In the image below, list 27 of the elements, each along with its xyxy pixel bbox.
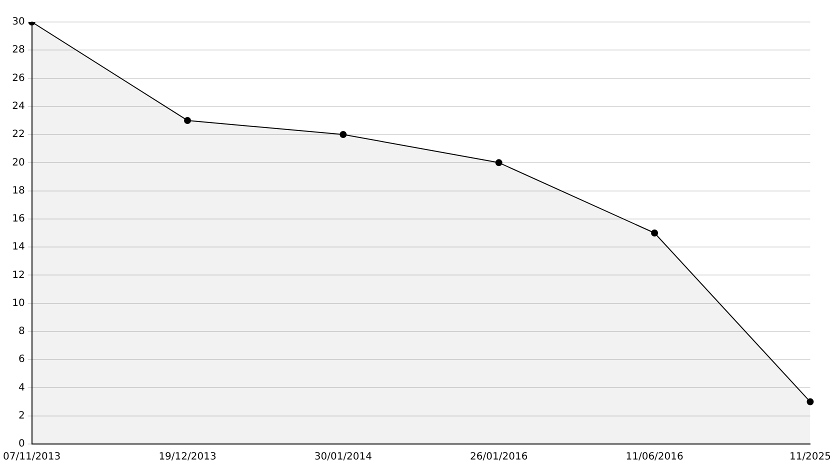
y-tick-label: 16 [12, 214, 25, 225]
y-tick-label: 22 [12, 129, 25, 140]
x-tick-label: 26/01/2016 [470, 452, 528, 463]
y-tick-label: 28 [12, 44, 25, 56]
y-tick-label: 24 [12, 100, 25, 112]
y-tick-label: 12 [12, 270, 25, 281]
y-tick-label: 4 [18, 382, 25, 394]
point [495, 159, 502, 166]
point [651, 230, 658, 236]
x-tick-label: 11/2025 [789, 452, 831, 463]
x-tick-label: 19/12/2013 [158, 452, 216, 463]
point [184, 116, 191, 124]
y-tick-label: 14 [12, 242, 25, 253]
y-tick-label: 10 [12, 298, 25, 309]
y-tick-label: 6 [18, 354, 25, 366]
x-tick-label: 07/11/2013 [3, 452, 61, 463]
point [340, 131, 347, 138]
y-tick-label: 30 [12, 16, 25, 28]
point [806, 398, 814, 406]
y-tick-label: 2 [18, 410, 25, 422]
x-tick-label: 11/06/2016 [626, 452, 684, 463]
y-tick-label: 20 [12, 157, 25, 168]
y-tick-label: 26 [12, 72, 25, 84]
y-tick-label: 0 [18, 438, 25, 450]
y-tick-label: 18 [12, 185, 25, 196]
y-tick-label: 8 [18, 326, 25, 338]
x-tick-label: 30/01/2014 [314, 452, 372, 463]
